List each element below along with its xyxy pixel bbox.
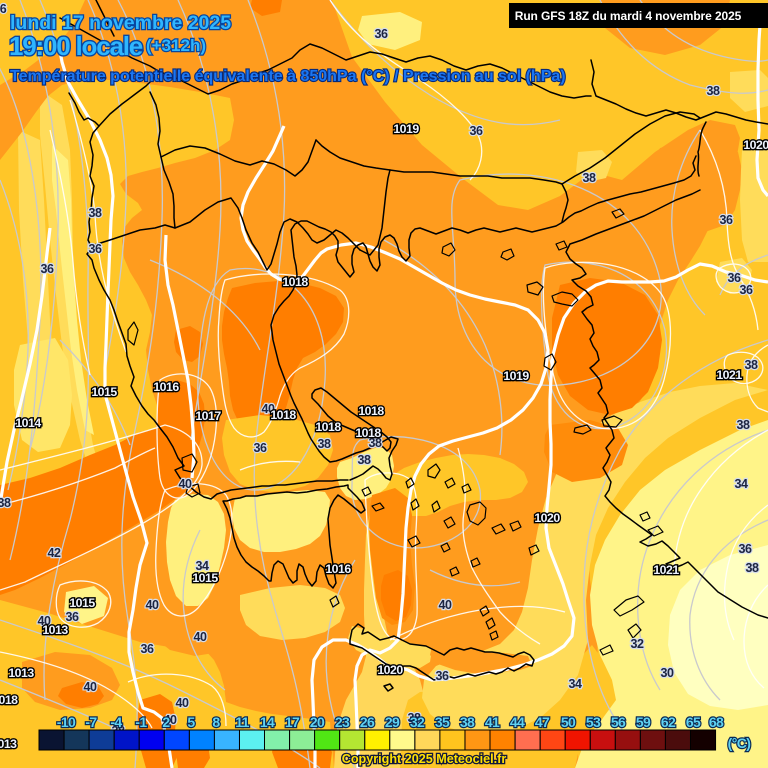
svg-text:1013: 1013	[8, 666, 34, 680]
svg-text:38: 38	[0, 496, 11, 510]
svg-text:36: 36	[739, 542, 752, 556]
svg-text:40: 40	[38, 614, 51, 628]
svg-text:1021: 1021	[653, 563, 679, 577]
svg-text:26: 26	[360, 714, 375, 730]
svg-text:38: 38	[408, 711, 421, 725]
svg-text:36: 36	[41, 262, 54, 276]
svg-text:36: 36	[89, 242, 102, 256]
svg-text:-10: -10	[57, 714, 76, 730]
svg-text:40: 40	[194, 630, 207, 644]
svg-text:44: 44	[510, 714, 525, 730]
svg-text:34: 34	[569, 677, 582, 691]
svg-text:013: 013	[0, 737, 17, 751]
svg-text:56: 56	[611, 714, 626, 730]
svg-text:40: 40	[146, 598, 159, 612]
svg-text:41: 41	[485, 714, 500, 730]
svg-text:38: 38	[318, 437, 331, 451]
svg-text:38: 38	[746, 561, 759, 575]
svg-text:38: 38	[358, 453, 371, 467]
svg-text:40: 40	[439, 598, 452, 612]
svg-text:36: 36	[141, 642, 154, 656]
svg-text:1019: 1019	[503, 369, 529, 383]
svg-text:40: 40	[179, 477, 192, 491]
svg-text:36: 36	[720, 213, 733, 227]
svg-text:47: 47	[535, 714, 550, 730]
svg-text:1014: 1014	[15, 416, 41, 430]
svg-text:30: 30	[661, 666, 674, 680]
svg-text:1018: 1018	[355, 426, 381, 440]
svg-text:38: 38	[745, 358, 758, 372]
svg-text:1020: 1020	[377, 663, 403, 677]
svg-text:14: 14	[260, 714, 275, 730]
svg-text:1021: 1021	[716, 368, 742, 382]
svg-text:1020: 1020	[534, 511, 560, 525]
svg-text:36: 36	[66, 610, 79, 624]
svg-text:8: 8	[212, 714, 220, 730]
svg-text:19:00 locale: 19:00 locale	[9, 31, 143, 61]
svg-text:36: 36	[728, 271, 741, 285]
svg-text:018: 018	[0, 693, 18, 707]
svg-text:38: 38	[737, 418, 750, 432]
svg-text:34: 34	[735, 477, 748, 491]
svg-text:1017: 1017	[195, 409, 221, 423]
svg-text:38: 38	[460, 714, 475, 730]
svg-text:1018: 1018	[315, 420, 341, 434]
svg-text:(°C): (°C)	[728, 735, 751, 751]
svg-text:36: 36	[254, 441, 267, 455]
svg-text:65: 65	[686, 714, 701, 730]
svg-text:lundi 17 novembre 2025: lundi 17 novembre 2025	[10, 12, 231, 34]
svg-text:11: 11	[235, 714, 249, 730]
svg-text:1020: 1020	[743, 138, 768, 152]
svg-text:1018: 1018	[270, 408, 296, 422]
svg-text:23: 23	[335, 714, 350, 730]
svg-text:Run GFS 18Z du mardi 4 novembr: Run GFS 18Z du mardi 4 novembre 2025	[515, 9, 742, 23]
svg-text:20: 20	[310, 714, 325, 730]
svg-text:38: 38	[369, 436, 382, 450]
svg-text:40: 40	[164, 713, 177, 727]
svg-text:1019: 1019	[393, 122, 419, 136]
svg-text:1013: 1013	[42, 623, 68, 637]
svg-text:34: 34	[196, 559, 209, 573]
svg-text:1016: 1016	[153, 380, 179, 394]
svg-text:36: 36	[470, 124, 483, 138]
svg-text:-4: -4	[110, 714, 122, 730]
svg-text:40: 40	[176, 696, 189, 710]
svg-text:32: 32	[410, 714, 425, 730]
svg-text:40: 40	[262, 402, 275, 416]
svg-text:-1: -1	[135, 714, 147, 730]
svg-text:Température potentielle équiva: Température potentielle équivalente à 85…	[10, 68, 566, 85]
svg-text:42: 42	[48, 546, 61, 560]
svg-text:62: 62	[661, 714, 676, 730]
svg-text:1015: 1015	[91, 385, 117, 399]
svg-text:36: 36	[375, 27, 388, 41]
svg-text:40: 40	[84, 680, 97, 694]
svg-text:5: 5	[187, 714, 195, 730]
svg-text:38: 38	[583, 171, 596, 185]
svg-text:35: 35	[435, 714, 450, 730]
svg-text:(+312h): (+312h)	[146, 36, 206, 55]
svg-text:17: 17	[285, 714, 300, 730]
svg-text:2: 2	[162, 714, 170, 730]
svg-text:59: 59	[636, 714, 651, 730]
svg-text:6: 6	[0, 2, 7, 16]
svg-text:53: 53	[586, 714, 601, 730]
svg-text:1018: 1018	[282, 275, 308, 289]
svg-text:38: 38	[89, 206, 102, 220]
svg-text:36: 36	[436, 669, 449, 683]
svg-text:Copyright 2025 Meteociel.fr: Copyright 2025 Meteociel.fr	[342, 752, 507, 766]
svg-text:1016: 1016	[325, 562, 351, 576]
svg-text:32: 32	[631, 637, 644, 651]
svg-text:1018: 1018	[358, 404, 384, 418]
svg-text:68: 68	[709, 714, 724, 730]
svg-text:50: 50	[561, 714, 576, 730]
svg-text:-7: -7	[85, 714, 97, 730]
svg-text:29: 29	[385, 714, 400, 730]
svg-text:38: 38	[707, 84, 720, 98]
svg-text:36: 36	[740, 283, 753, 297]
svg-text:1015: 1015	[192, 571, 218, 585]
svg-text:1015: 1015	[69, 596, 95, 610]
